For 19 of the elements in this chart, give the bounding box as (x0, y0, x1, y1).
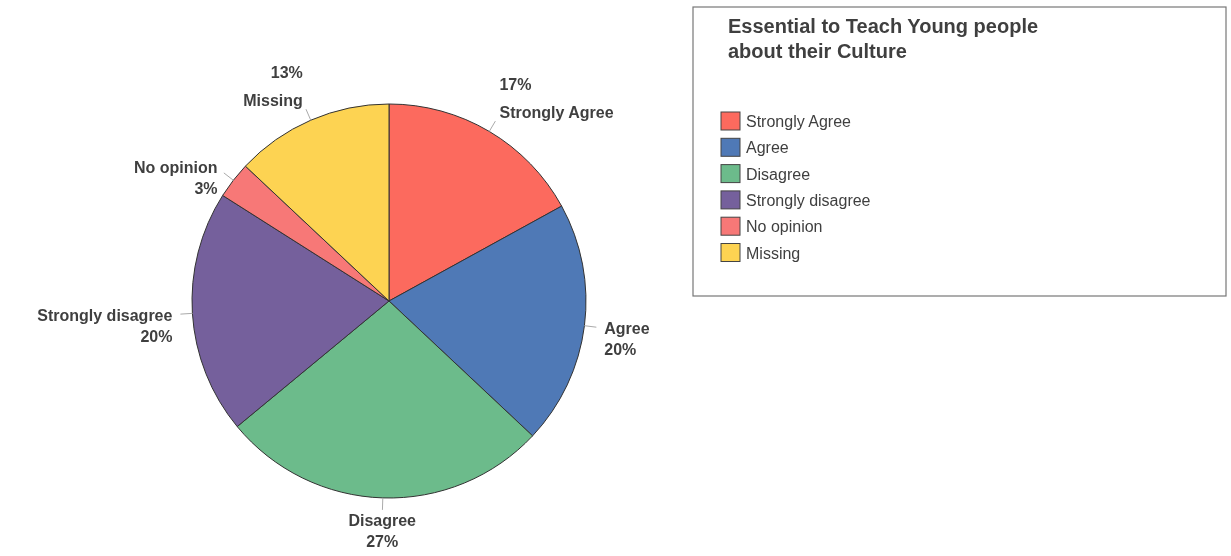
chart-title: Essential to Teach Young people about their Culture (728, 15, 1039, 62)
slice-label: Disagree (348, 511, 417, 529)
slice-label: Missing (243, 92, 303, 110)
data-label: 20% (140, 327, 173, 345)
data-label: 17% (499, 76, 532, 94)
data-label: 13% (270, 64, 303, 82)
slice-label: Strongly Agree (499, 104, 614, 122)
legend-label: Missing (746, 244, 801, 262)
legend-label: Strongly Agree (746, 113, 852, 130)
slice-label: Agree (604, 320, 650, 338)
data-label: 27% (366, 532, 399, 550)
legend-label: Strongly disagree (746, 191, 871, 209)
legend-label: No opinion (746, 218, 823, 236)
legend-label: Agree (746, 139, 789, 157)
legend-label: Disagree (746, 165, 811, 183)
slice-label: No opinion (134, 158, 218, 176)
data-label: 20% (604, 341, 637, 359)
slice-label: Strongly disagree (37, 306, 173, 324)
data-label: 3% (194, 179, 218, 197)
